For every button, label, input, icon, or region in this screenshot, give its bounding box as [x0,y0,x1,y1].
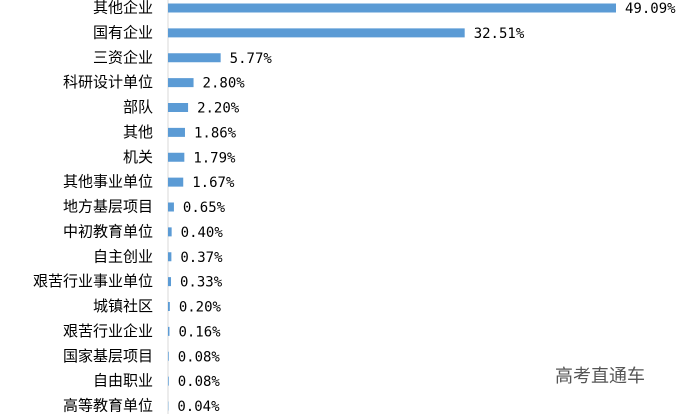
value-label: 0.08% [178,374,221,390]
bar [168,3,616,13]
category-label: 其他 [123,123,153,141]
category-label: 三资企业 [93,48,153,66]
category-label: 国家基层项目 [63,347,153,365]
category-label: 国有企业 [93,23,153,41]
bar [168,78,194,88]
bar [168,103,189,112]
category-label: 部队 [123,98,153,116]
value-label: 0.40% [181,225,224,241]
category-label: 地方基层项目 [63,198,153,216]
category-label: 科研设计单位 [63,73,153,91]
value-label: 0.20% [179,300,222,316]
category-label: 中初教育单位 [63,222,153,240]
value-label: 32.51% [474,26,525,42]
bar [168,177,184,187]
category-label: 其他企业 [93,0,153,17]
category-label: 自由职业 [93,372,153,390]
value-label: 0.08% [178,349,221,365]
bar [168,152,185,162]
bar [168,202,174,212]
bar [168,326,170,336]
category-label: 艰苦行业企业 [63,322,153,340]
bar [168,376,169,386]
bar [168,227,172,237]
category-label: 其他事业单位 [63,173,153,191]
value-label: 2.20% [197,101,240,117]
bar [168,28,465,38]
bar [168,127,185,137]
value-label: 5.77% [230,51,273,67]
value-label: 0.04% [177,399,220,414]
value-label: 1.67% [192,175,235,191]
category-label: 艰苦行业事业单位 [33,272,153,290]
category-label: 城镇社区 [93,297,153,315]
bar [168,252,172,262]
value-label: 0.16% [178,324,221,340]
value-label: 2.80% [203,76,246,92]
bar [168,53,221,63]
category-label: 机关 [123,148,153,166]
bar [168,277,172,287]
value-label: 1.79% [193,150,236,166]
watermark: 高考直通车 [555,366,645,387]
category-label: 自主创业 [93,247,153,265]
value-label: 1.86% [194,125,237,141]
value-label: 0.65% [183,200,226,216]
value-label: 49.09% [625,1,676,17]
bar [168,302,170,311]
value-label: 0.33% [180,275,223,291]
category-label: 高等教育单位 [63,397,153,414]
value-label: 0.37% [180,250,223,266]
bar [168,351,169,361]
